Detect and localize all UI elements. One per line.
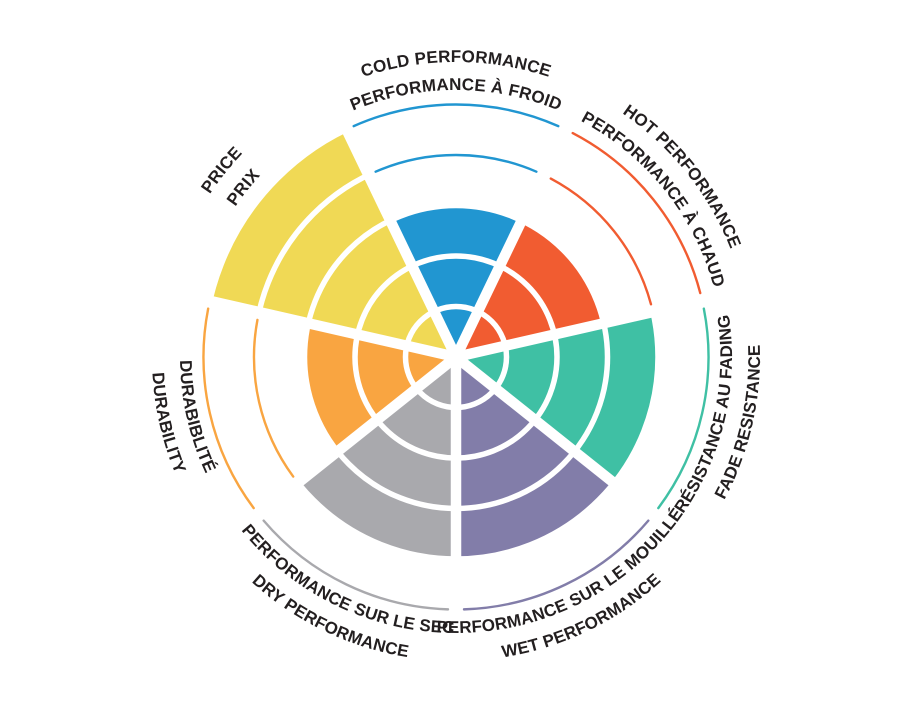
sector-divider (454, 293, 713, 363)
level-arc-cold-4 (374, 153, 538, 173)
level-arc-hot-4 (549, 177, 653, 306)
sector-divider (247, 352, 460, 525)
sector-wedge-cold (390, 205, 522, 357)
sector-divider (451, 118, 575, 360)
sector-divider (199, 293, 458, 363)
level-arc-durability-5 (202, 307, 255, 510)
level-arc-cold-5 (352, 103, 560, 128)
sector-wedge-wet (456, 357, 614, 559)
sector-divider (337, 118, 461, 360)
sector-divider (452, 352, 665, 525)
sector-label-cold-fr: PERFORMANCE À FROID (347, 75, 564, 114)
sector-label-hot-en: HOT PERFORMANCE (620, 101, 745, 251)
level-arc-wet-5 (462, 519, 650, 611)
level-arc-fade-5 (657, 307, 710, 510)
sector-wedge-dry (298, 357, 456, 559)
sector-wedge-durability (304, 323, 456, 452)
level-arcs-group (202, 103, 710, 611)
level-arc-durability-4 (252, 318, 295, 478)
level-arc-dry-5 (262, 519, 450, 611)
level-arc-hot-5 (571, 131, 702, 295)
